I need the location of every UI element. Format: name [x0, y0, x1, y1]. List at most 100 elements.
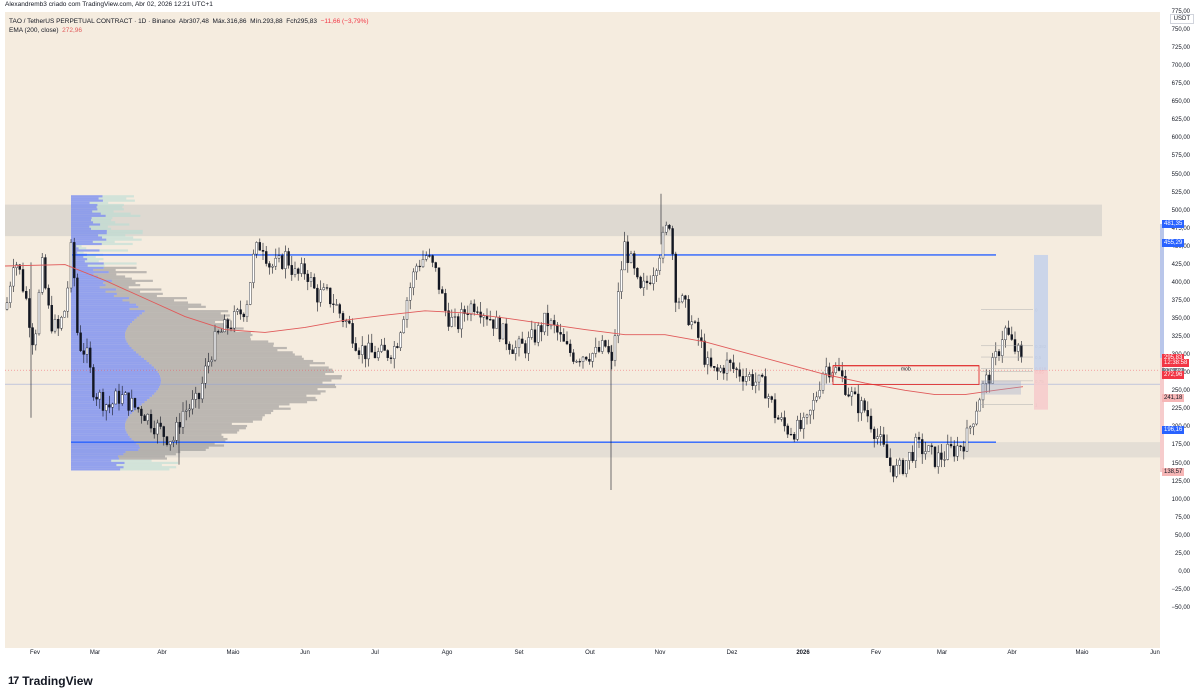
candle-body	[249, 283, 251, 305]
candle-body	[393, 346, 395, 358]
volume-profile-bar	[85, 260, 99, 262]
candle-body	[905, 461, 907, 474]
tradingview-logo[interactable]: 17 TradingView	[8, 674, 93, 688]
volume-profile-bar	[129, 297, 187, 299]
volume-profile-bar	[71, 219, 91, 221]
volume-profile-bar	[71, 364, 152, 366]
candle-body	[73, 242, 75, 278]
volume-profile-bar	[71, 215, 106, 217]
volume-profile-bar	[71, 334, 125, 336]
candle-body	[272, 266, 274, 267]
volume-profile-bar	[132, 347, 287, 349]
candle-body	[352, 323, 354, 343]
volume-profile-bar	[71, 210, 92, 212]
volume-profile-bar	[71, 200, 103, 202]
legend-ema-line[interactable]: EMA (200, close) 272,96	[9, 27, 82, 34]
candle-body	[604, 340, 606, 346]
candle-body	[937, 453, 939, 467]
candle-body	[185, 410, 187, 411]
volume-profile-bar	[71, 317, 137, 319]
volume-profile-bar	[83, 256, 95, 258]
volume-profile-bar	[71, 340, 127, 342]
candle-body	[451, 317, 453, 326]
currency-badge[interactable]: USDT	[1170, 14, 1194, 24]
candle-body	[105, 405, 107, 411]
candle-body	[627, 242, 629, 263]
candle-body	[601, 340, 603, 351]
price-tick: 0,00	[1178, 569, 1190, 575]
candle-body	[864, 401, 866, 411]
candle-body	[403, 320, 405, 333]
time-tick: 2026	[796, 650, 809, 656]
candle-body	[336, 305, 338, 306]
candle-body	[227, 320, 229, 328]
volume-profile-bar	[71, 464, 116, 466]
candle-body	[313, 277, 315, 288]
volume-profile-bar	[93, 221, 115, 223]
time-tick: Fev	[30, 650, 40, 656]
candle-body	[358, 351, 360, 355]
time-axis[interactable]: Fev Mar Abr Maio Jun Jul Ago Set Out Nov Dez 2026 Fe…	[5, 648, 1160, 662]
volume-profile-bar	[71, 401, 145, 403]
legend-change: −11,66 (−3,79%)	[321, 18, 369, 25]
candle-body	[899, 460, 901, 465]
volume-profile-bar	[71, 438, 132, 440]
candle-body	[115, 391, 117, 404]
volume-profile-bar	[109, 271, 147, 273]
chart-pane[interactable]: mob00,3820,50,6180,650,751	[5, 12, 1160, 648]
candle-body	[921, 439, 923, 453]
price-tick: 225,00	[1172, 406, 1190, 412]
candle-body	[675, 254, 677, 302]
candle-body	[99, 392, 101, 399]
price-axis[interactable]: USDT 775,00 750,00 725,00 700,00 675,00 650,0…	[1160, 12, 1200, 648]
candle-body	[492, 320, 494, 329]
volume-profile-bar	[71, 434, 128, 436]
price-tick: 725,00	[1172, 45, 1190, 51]
fib-golden-zone	[981, 381, 1021, 395]
volume-profile-bar	[144, 358, 304, 360]
volume-profile-bar	[102, 236, 133, 238]
candle-body	[1014, 339, 1016, 351]
volume-profile-bar	[71, 418, 127, 420]
candle-body	[566, 341, 568, 344]
volume-profile-bar	[71, 371, 158, 373]
candle-body	[928, 446, 930, 452]
legend-symbol[interactable]: TAO / TetherUS PERPETUAL CONTRACT · 1D ·…	[9, 18, 176, 25]
volume-profile-bar	[71, 375, 160, 377]
volume-profile-bar	[150, 397, 316, 399]
candle-body	[896, 465, 898, 476]
volume-profile-bar	[71, 282, 103, 284]
candle-body	[326, 288, 328, 289]
candle-body	[700, 338, 702, 341]
volume-profile-bar	[71, 236, 102, 238]
volume-profile-bar	[134, 410, 273, 412]
volume-profile-bar	[71, 325, 128, 327]
candle-body	[704, 341, 706, 365]
price-tick: 125,00	[1172, 479, 1190, 485]
volume-profile-bar	[139, 353, 295, 355]
volume-profile-bar	[71, 323, 130, 325]
volume-profile-bar	[71, 319, 134, 321]
volume-profile-bar	[158, 371, 334, 373]
volume-profile-bar	[125, 427, 246, 429]
volume-profile-bar	[93, 269, 115, 271]
price-tick: 500,00	[1172, 208, 1190, 214]
volume-profile-bar	[126, 429, 239, 431]
volume-profile-bar	[102, 243, 133, 245]
candle-body	[681, 296, 683, 302]
candle-body	[739, 370, 741, 377]
volume-profile-bar	[71, 369, 156, 371]
price-label: 12:38:58	[1162, 359, 1189, 367]
candle-body	[252, 254, 254, 283]
candle-body	[1020, 345, 1022, 357]
price-tick: 675,00	[1172, 81, 1190, 87]
candle-body	[428, 256, 430, 257]
volume-profile-bar	[100, 223, 129, 225]
volume-profile-bar	[117, 293, 163, 295]
candle-body	[9, 286, 11, 303]
chart-canvas[interactable]: mob00,3820,50,6180,650,751	[5, 12, 1160, 648]
candle-body	[147, 414, 149, 420]
candle-body	[268, 264, 270, 268]
candle-body	[662, 232, 664, 258]
candle-body	[304, 264, 306, 274]
